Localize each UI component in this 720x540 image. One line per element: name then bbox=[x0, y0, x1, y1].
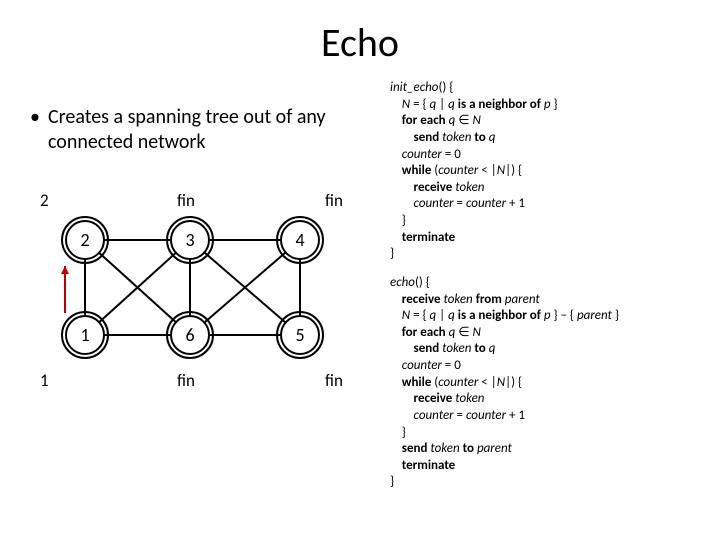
graph-node-2: 2 bbox=[65, 220, 105, 260]
network-graph: 2 3 4 1 6 5 2 fin fin 1 fin fin bbox=[25, 180, 375, 400]
graph-node-3: 3 bbox=[170, 220, 210, 260]
graph-node-6: 6 bbox=[170, 315, 210, 355]
code-line: for each q ∈ N bbox=[390, 325, 710, 342]
code-line: counter = counter + 1 bbox=[390, 408, 710, 425]
bullet-list: • Creates a spanning tree out of any con… bbox=[30, 105, 360, 155]
graph-label: fin bbox=[325, 190, 343, 211]
code-block-init: init_echo() { N = { q | q is a neighbor … bbox=[390, 80, 710, 263]
code-line: send token to q bbox=[390, 130, 710, 147]
bullet-dot-icon: • bbox=[30, 105, 48, 155]
code-block-echo: echo() { receive token from parent N = {… bbox=[390, 275, 710, 491]
pseudocode-area: init_echo() { N = { q | q is a neighbor … bbox=[390, 80, 710, 491]
graph-node-5: 5 bbox=[280, 315, 320, 355]
code-line: terminate bbox=[390, 458, 710, 475]
code-line: receive token from parent bbox=[390, 292, 710, 309]
graph-label: fin bbox=[177, 190, 195, 211]
code-line: receive token bbox=[390, 391, 710, 408]
code-line: counter = 0 bbox=[390, 358, 710, 375]
code-line: N = { q | q is a neighbor of p } – { par… bbox=[390, 308, 710, 325]
code-line: send token to parent bbox=[390, 441, 710, 458]
graph-node-4: 4 bbox=[280, 220, 320, 260]
slide-title: Echo bbox=[0, 18, 720, 67]
graph-label: 2 bbox=[40, 190, 49, 211]
code-line: } bbox=[390, 213, 710, 230]
code-line: echo() { bbox=[390, 275, 710, 292]
code-line: terminate bbox=[390, 230, 710, 247]
graph-node-1: 1 bbox=[65, 315, 105, 355]
code-line: send token to q bbox=[390, 341, 710, 358]
code-line: while (counter < |N|) { bbox=[390, 163, 710, 180]
code-line: for each q ∈ N bbox=[390, 113, 710, 130]
graph-edges bbox=[25, 180, 375, 400]
graph-label: fin bbox=[177, 370, 195, 391]
code-line: } bbox=[390, 474, 710, 491]
code-line: N = { q | q is a neighbor of p } bbox=[390, 97, 710, 114]
graph-label: fin bbox=[325, 370, 343, 391]
code-line: init_echo() { bbox=[390, 80, 710, 97]
code-line: while (counter < |N|) { bbox=[390, 375, 710, 392]
code-line: } bbox=[390, 246, 710, 263]
graph-label: 1 bbox=[40, 370, 49, 391]
code-line: counter = 0 bbox=[390, 147, 710, 164]
code-line: receive token bbox=[390, 180, 710, 197]
bullet-text: Creates a spanning tree out of any conne… bbox=[48, 105, 360, 155]
code-line: counter = counter + 1 bbox=[390, 196, 710, 213]
code-line: } bbox=[390, 425, 710, 442]
